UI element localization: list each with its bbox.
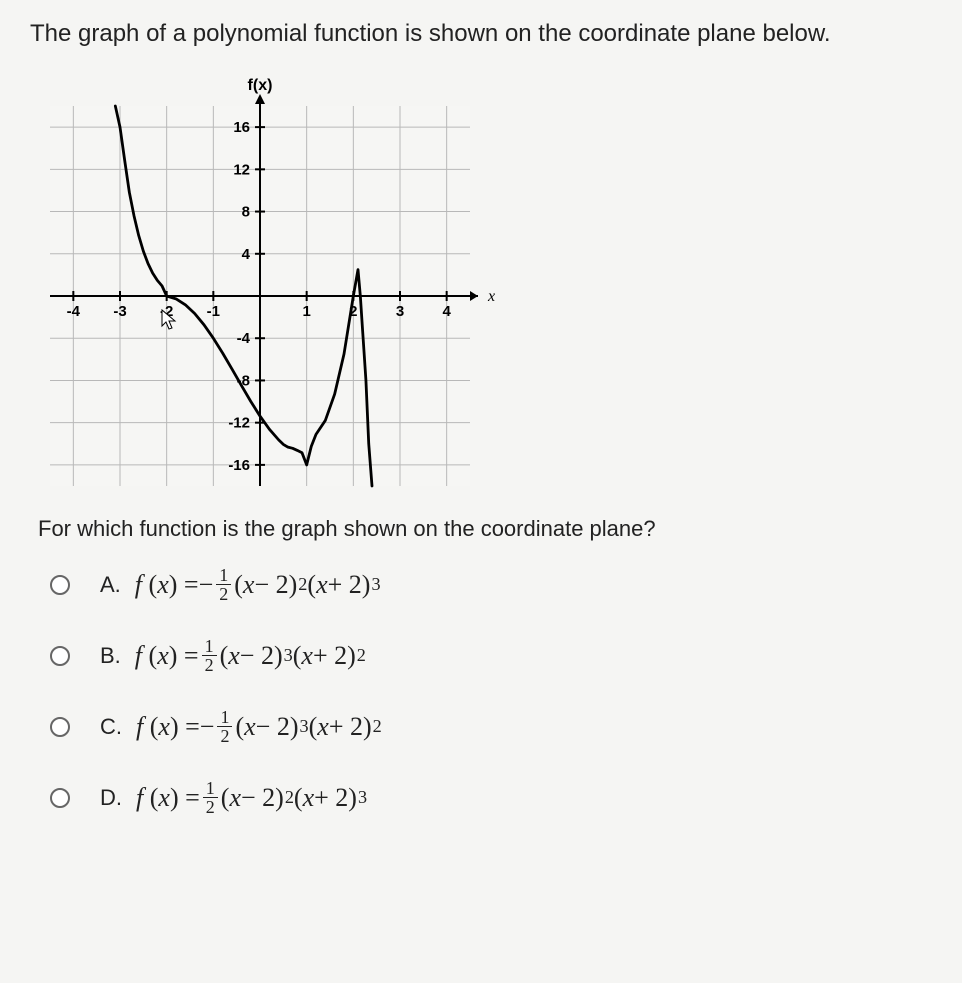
svg-text:-1: -1	[207, 303, 220, 320]
option-c[interactable]: C. f (x) = − 12 (x − 2)3 (x + 2)2	[50, 708, 932, 745]
question-text: For which function is the graph shown on…	[38, 516, 932, 542]
svg-text:4: 4	[242, 246, 251, 263]
svg-text:x: x	[487, 288, 495, 305]
svg-text:-4: -4	[67, 303, 81, 320]
radio-icon[interactable]	[50, 575, 70, 595]
option-formula: f (x) = 12 (x − 2)3 (x + 2)2	[135, 637, 366, 674]
svg-text:4: 4	[442, 303, 451, 320]
svg-text:-12: -12	[228, 415, 250, 432]
svg-text:-16: -16	[228, 457, 250, 474]
option-d[interactable]: D. f (x) = 12 (x − 2)2 (x + 2)3	[50, 779, 932, 816]
option-letter: A.	[100, 572, 121, 598]
svg-text:f(x): f(x)	[248, 77, 273, 94]
options-list: A. f (x) = − 12 (x − 2)2 (x + 2)3 B. f (…	[50, 566, 932, 816]
svg-text:8: 8	[242, 204, 250, 221]
radio-icon[interactable]	[50, 717, 70, 737]
page-title: The graph of a polynomial function is sh…	[30, 20, 932, 48]
option-formula: f (x) = − 12 (x − 2)3 (x + 2)2	[136, 708, 382, 745]
polynomial-graph: -4-3-2-11234-16-12-8-4481216f(x)x	[40, 76, 932, 496]
option-formula: f (x) = − 12 (x − 2)2 (x + 2)3	[135, 566, 381, 603]
svg-text:-3: -3	[113, 303, 126, 320]
option-letter: B.	[100, 643, 121, 669]
svg-text:12: 12	[233, 161, 250, 178]
radio-icon[interactable]	[50, 788, 70, 808]
svg-text:16: 16	[233, 119, 250, 136]
svg-text:-4: -4	[237, 330, 251, 347]
radio-icon[interactable]	[50, 646, 70, 666]
option-letter: D.	[100, 785, 122, 811]
option-formula: f (x) = 12 (x − 2)2 (x + 2)3	[136, 779, 367, 816]
option-letter: C.	[100, 714, 122, 740]
svg-text:3: 3	[396, 303, 404, 320]
svg-text:1: 1	[302, 303, 310, 320]
chart-svg: -4-3-2-11234-16-12-8-4481216f(x)x	[40, 76, 500, 496]
option-b[interactable]: B. f (x) = 12 (x − 2)3 (x + 2)2	[50, 637, 932, 674]
option-a[interactable]: A. f (x) = − 12 (x − 2)2 (x + 2)3	[50, 566, 932, 603]
